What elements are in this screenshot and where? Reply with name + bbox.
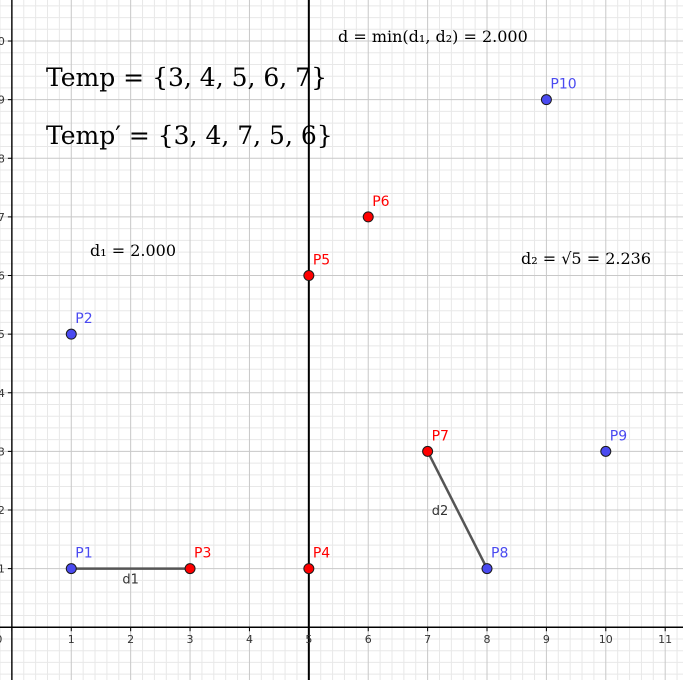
- point-p10[interactable]: [540, 94, 552, 106]
- x-tick-label: 6: [365, 633, 372, 646]
- point-label-p4: P4: [313, 546, 330, 562]
- point-p6[interactable]: [362, 211, 374, 223]
- segment-label-d2: d2: [432, 504, 449, 519]
- segments[interactable]: d1 d2: [71, 450, 489, 588]
- point-p2[interactable]: [65, 328, 77, 340]
- d-min-annotation: d = min(d₁, d₂) = 2.000: [338, 27, 528, 46]
- x-tick-label: 5: [305, 633, 312, 646]
- d2-value-annotation: d₂ = √5 = 2.236: [521, 249, 651, 268]
- y-tick-label: 10: [0, 35, 5, 48]
- x-tick-label: 8: [484, 633, 491, 646]
- y-tick-label: 9: [0, 94, 5, 107]
- temp-prime-annotation: Temp′ = {3, 4, 7, 5, 6}: [46, 121, 333, 150]
- y-tick-label: 1: [0, 563, 5, 576]
- point-label-p3: P3: [194, 546, 211, 562]
- x-tick-label: 7: [424, 633, 431, 646]
- y-tick-label: 2: [0, 504, 5, 517]
- x-tick-label: 1: [68, 633, 75, 646]
- x-tick-label: 9: [543, 633, 550, 646]
- point-p1[interactable]: [65, 563, 77, 575]
- point-label-p7: P7: [432, 428, 449, 444]
- y-tick-label: 3: [0, 445, 5, 458]
- point-label-p8: P8: [491, 546, 508, 562]
- point-p8[interactable]: [481, 563, 493, 575]
- point-label-p5: P5: [313, 253, 330, 269]
- point-label-p10: P10: [550, 77, 576, 93]
- point-label-p1: P1: [75, 546, 92, 562]
- point-p7[interactable]: [422, 445, 434, 457]
- point-p5[interactable]: [303, 270, 315, 282]
- x-tick-label: 4: [246, 633, 253, 646]
- tick-labels: 0123456789101112345678910: [0, 35, 672, 646]
- x-tick-label: 11: [658, 633, 672, 646]
- x-tick-label: 2: [127, 633, 134, 646]
- y-tick-label: 8: [0, 152, 5, 165]
- segment-d2[interactable]: [426, 450, 489, 570]
- segment-label-d1: d1: [122, 573, 139, 588]
- x-tick-label: 10: [599, 633, 613, 646]
- d1-value-annotation: d₁ = 2.000: [90, 241, 176, 260]
- y-tick-label: 4: [0, 387, 5, 400]
- point-label-p2: P2: [75, 311, 92, 327]
- temp-annotation: Temp = {3, 4, 5, 6, 7}: [46, 63, 327, 92]
- y-tick-label: 7: [0, 211, 5, 224]
- point-p9[interactable]: [600, 445, 612, 457]
- point-p4[interactable]: [303, 563, 315, 575]
- y-tick-label: 5: [0, 328, 5, 341]
- x-tick-label: 0: [0, 633, 2, 646]
- point-p3[interactable]: [184, 563, 196, 575]
- point-label-p9: P9: [610, 428, 627, 444]
- y-tick-label: 6: [0, 270, 5, 283]
- point-label-p6: P6: [372, 194, 389, 210]
- x-tick-label: 3: [187, 633, 194, 646]
- points[interactable]: P1 P2 P3 P4 P5 P6 P7 P8 P9 P10: [65, 77, 627, 575]
